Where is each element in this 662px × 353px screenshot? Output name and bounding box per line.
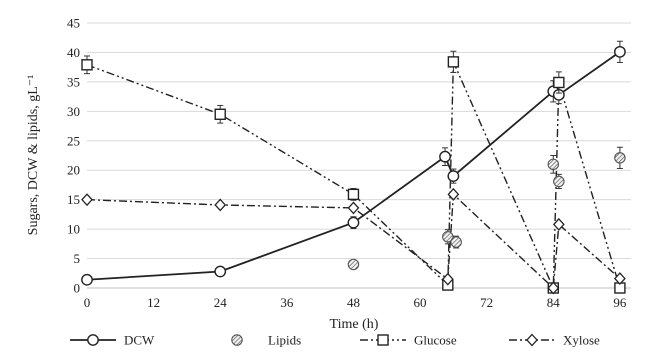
lipids-point xyxy=(450,236,462,248)
legend-label-dcw: DCW xyxy=(124,333,155,348)
lipids-point xyxy=(553,175,565,188)
lipids-point xyxy=(614,152,626,164)
dcw-point xyxy=(347,216,360,229)
legend-label-xylose: Xylose xyxy=(563,333,600,348)
legend-item-xylose: Xylose xyxy=(509,333,600,348)
x-tick-label: 60 xyxy=(414,295,427,310)
legend-label-lipids: Lipids xyxy=(268,333,301,348)
x-tick-label: 72 xyxy=(480,295,493,310)
legend-marker-glucose xyxy=(377,334,389,346)
y-tick-label: 10 xyxy=(67,222,80,237)
x-tick-label: 0 xyxy=(84,295,91,310)
xylose-point xyxy=(214,198,227,212)
glucose-line xyxy=(86,61,621,289)
legend-marker-dcw xyxy=(87,334,99,346)
x-axis-title: Time (h) xyxy=(330,317,379,332)
lipids-point xyxy=(442,231,454,243)
y-tick-label: 45 xyxy=(67,16,80,31)
y-tick-label: 15 xyxy=(67,192,80,207)
xylose-point xyxy=(552,217,565,231)
y-tick-label: 5 xyxy=(74,251,81,266)
x-tick-label: 12 xyxy=(147,295,160,310)
glucose-point xyxy=(214,108,226,120)
gridlines xyxy=(87,22,631,260)
glucose-point xyxy=(553,76,565,89)
x-tick-label: 24 xyxy=(214,295,228,310)
y-tick-label: 0 xyxy=(74,281,81,296)
dcw-point xyxy=(214,265,227,278)
x-tick-label: 48 xyxy=(347,295,360,310)
legend-item-dcw: DCW xyxy=(70,333,155,348)
x-tick-label: 36 xyxy=(280,295,294,310)
y-tick-label: 25 xyxy=(67,133,80,148)
glucose-point xyxy=(447,56,460,68)
y-tick-label: 40 xyxy=(67,45,80,60)
legend-item-glucose: Glucose xyxy=(360,333,457,348)
dcw-point xyxy=(439,150,451,163)
xylose-point xyxy=(347,201,360,215)
lipids-point xyxy=(347,258,360,271)
xylose-point xyxy=(547,281,560,295)
y-axis-title: Sugars, DCW & lipids, gL⁻¹ xyxy=(26,75,41,236)
dcw-point xyxy=(81,273,93,286)
legend-label-glucose: Glucose xyxy=(414,333,457,348)
y-tick-label: 20 xyxy=(67,163,80,178)
xylose-point xyxy=(447,187,460,201)
legend-marker-lipids xyxy=(231,334,243,346)
xylose-point xyxy=(81,193,93,207)
xylose-point xyxy=(614,272,626,286)
dcw-point xyxy=(613,45,626,58)
y-tick-label: 30 xyxy=(67,104,80,119)
glucose-point xyxy=(347,188,360,201)
lipids-point xyxy=(547,158,560,171)
legend-item-lipids: Lipids xyxy=(231,333,301,348)
y-tick-label: 35 xyxy=(67,74,80,89)
legend-marker-xylose xyxy=(526,333,538,347)
x-tick-label: 96 xyxy=(613,295,627,310)
plot-area xyxy=(81,40,626,295)
xylose-point xyxy=(441,272,454,286)
x-tick-label: 84 xyxy=(547,295,561,310)
axes: 0 5 10 15 20 25 30 35 40 45 0 12 24 36 48 60 72 84 96 xyxy=(67,16,631,310)
dcw-point xyxy=(447,170,460,183)
glucose-point xyxy=(81,59,93,71)
legend: DCW Lipids Glucose Xylose xyxy=(70,333,600,348)
